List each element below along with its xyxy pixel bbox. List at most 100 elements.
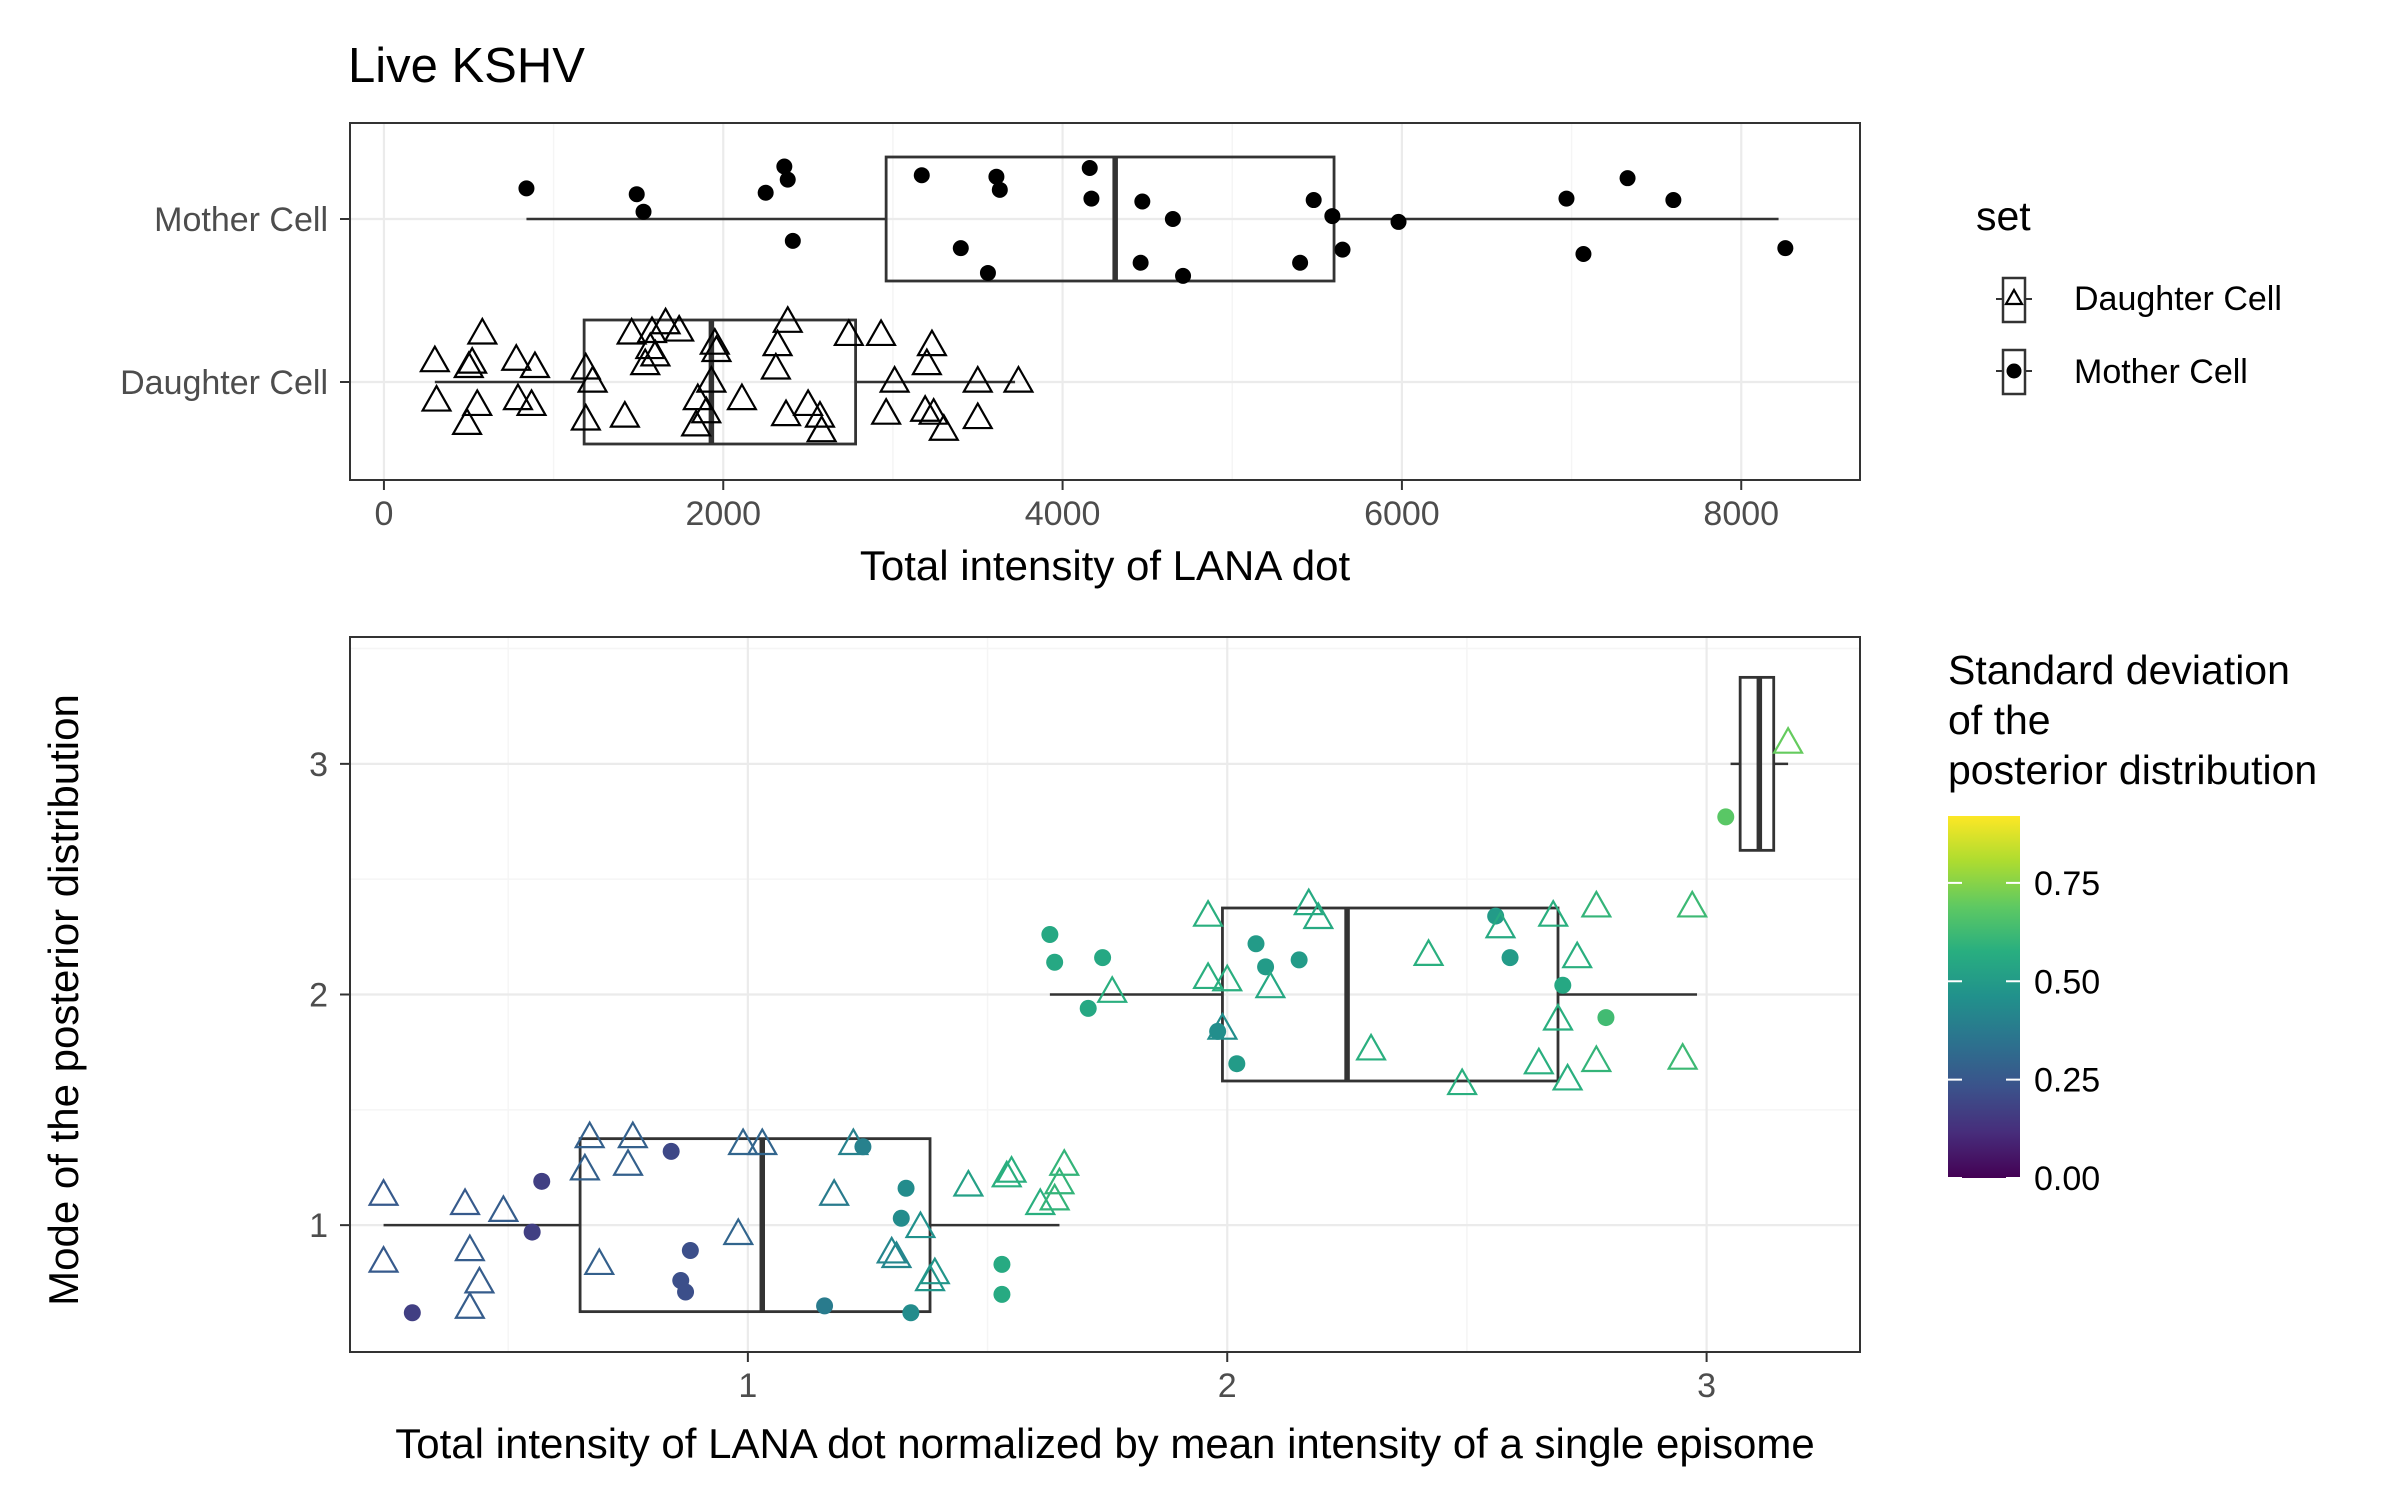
point-daughter-cell — [576, 364, 609, 393]
colorbar-title: Standard deviation of the posterior distri… — [1948, 647, 2317, 793]
top-x-tick-label: 4000 — [1025, 495, 1101, 533]
point-daughter-cell — [1412, 938, 1445, 966]
legend-key-daughter-cell — [1996, 276, 2032, 324]
point-mother-cell — [988, 168, 1005, 185]
point-daughter-cell — [1048, 1148, 1081, 1176]
point-mother-cell — [902, 1304, 920, 1322]
point-daughter-cell — [569, 1152, 601, 1181]
point-daughter-cell — [804, 399, 836, 428]
point-mother-cell — [1665, 192, 1682, 209]
point-mother-cell — [1257, 958, 1275, 976]
box-iqr — [1221, 906, 1560, 1083]
bottom-y-axis-title: Mode of the posterior distribution — [40, 694, 87, 1306]
point-mother-cell — [1334, 241, 1351, 258]
point-mother-cell — [952, 240, 969, 257]
point-daughter-cell — [612, 1148, 644, 1176]
point-mother-cell — [1575, 245, 1592, 262]
point-daughter-cell — [419, 344, 451, 373]
point-mother-cell — [1390, 213, 1407, 230]
point-daughter-cell — [449, 1187, 481, 1216]
point-daughter-cell — [832, 318, 865, 347]
point-daughter-cell — [1484, 910, 1517, 939]
box-iqr — [578, 1137, 932, 1314]
point-mother-cell — [979, 264, 996, 281]
point-mother-cell — [1290, 951, 1308, 969]
top-plot-background — [350, 123, 1860, 480]
top-x-axis-ticks: 0 2000 4000 6000 8000 — [374, 480, 1779, 533]
point-daughter-cell — [1523, 1046, 1555, 1075]
point-mother-cell — [1228, 1055, 1246, 1073]
point-daughter-cell — [451, 407, 483, 435]
point-mother-cell — [757, 184, 774, 201]
point-daughter-cell — [690, 395, 723, 424]
point-daughter-cell — [700, 334, 733, 363]
point-daughter-cell — [1542, 1002, 1574, 1031]
bottom-y-axis-ticks: 1 2 3 — [309, 746, 350, 1245]
bottom-x-tick-label: 1 — [738, 1367, 757, 1405]
point-daughter-cell — [727, 1127, 759, 1156]
top-y-tick-label: Mother Cell — [154, 201, 328, 239]
point-daughter-cell — [909, 394, 941, 422]
point-mother-cell — [784, 232, 801, 249]
point-mother-cell — [1619, 170, 1636, 187]
point-mother-cell — [662, 1142, 680, 1160]
colorbar-tick-label: 0.00 — [2034, 1160, 2100, 1198]
point-mother-cell — [1132, 254, 1149, 271]
point-daughter-cell — [726, 382, 758, 411]
point-daughter-cell — [515, 388, 548, 417]
point-daughter-cell — [502, 382, 534, 411]
point-daughter-cell — [636, 315, 668, 344]
point-daughter-cell — [990, 1159, 1023, 1188]
top-x-tick-label: 2000 — [685, 495, 761, 533]
point-daughter-cell — [746, 1127, 779, 1156]
point-daughter-cell — [1537, 898, 1570, 927]
point-daughter-cell — [911, 347, 943, 376]
point-daughter-cell — [1580, 1044, 1613, 1073]
point-daughter-cell — [487, 1194, 520, 1223]
point-daughter-cell — [639, 338, 672, 367]
colorbar-title-line: of the — [1948, 697, 2051, 743]
point-mother-cell — [635, 203, 652, 220]
point-mother-cell — [533, 1172, 551, 1190]
point-daughter-cell — [1038, 1182, 1071, 1211]
point-daughter-cell — [1096, 975, 1129, 1003]
point-daughter-cell — [961, 364, 994, 393]
point-daughter-cell — [1355, 1032, 1387, 1061]
bottom-y-tick-label: 2 — [309, 977, 328, 1015]
point-mother-cell — [518, 180, 535, 197]
boxplot-mode-1 — [383, 1137, 1060, 1314]
point-daughter-cell — [1676, 889, 1709, 918]
point-mother-cell — [1777, 240, 1794, 257]
point-daughter-cell — [995, 1154, 1028, 1183]
point-daughter-cell — [1580, 889, 1613, 918]
point-daughter-cell — [466, 316, 499, 345]
point-mother-cell — [816, 1297, 834, 1315]
colorbar-title-line: Standard deviation — [1948, 647, 2290, 693]
point-daughter-cell — [1302, 901, 1335, 930]
point-daughter-cell — [771, 305, 804, 333]
point-daughter-cell — [1043, 1166, 1076, 1195]
bottom-x-tick-label: 3 — [1697, 1367, 1716, 1405]
colorbar-tick-label: 0.25 — [2034, 1062, 2100, 1100]
point-mother-cell — [854, 1138, 872, 1156]
point-daughter-cell — [1024, 1187, 1057, 1216]
point-mother-cell — [403, 1304, 421, 1322]
point-daughter-cell — [818, 1178, 850, 1206]
filled-circle-icon — [2006, 363, 2022, 379]
point-mother-cell — [1164, 211, 1181, 227]
boxplot-mode-3 — [1730, 675, 1789, 852]
point-mother-cell — [523, 1223, 541, 1241]
point-daughter-cell — [870, 396, 902, 425]
point-mother-cell — [1094, 949, 1112, 967]
point-daughter-cell — [663, 313, 695, 342]
colorbar-tick-label: 0.75 — [2034, 865, 2100, 903]
point-daughter-cell — [500, 343, 533, 371]
point-mother-cell — [1175, 267, 1192, 284]
point-mother-cell — [1501, 949, 1519, 967]
point-daughter-cell — [875, 1235, 908, 1264]
point-daughter-cell — [1772, 725, 1804, 754]
point-mother-cell — [1554, 976, 1572, 994]
point-mother-cell — [1247, 935, 1265, 953]
point-daughter-cell — [952, 1168, 985, 1197]
